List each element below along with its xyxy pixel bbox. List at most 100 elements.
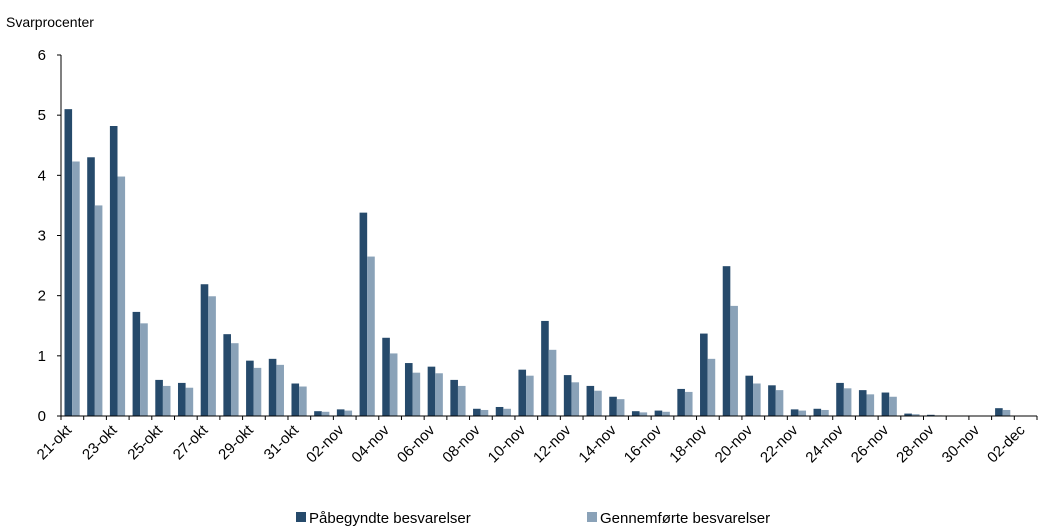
bar-gennemforte [866,394,875,416]
y-tick-label: 6 [38,47,46,64]
legend-swatch-pabegyndte [296,512,306,522]
y-tick-label: 3 [38,228,46,245]
bar-gennemforte [117,176,126,416]
x-tick-label: 12-nov [530,421,575,466]
bar-pabegyndte [790,409,799,416]
bar-pabegyndte [404,363,413,416]
bar-gennemforte [321,411,330,416]
bar-gennemforte [639,412,648,416]
bar-pabegyndte [64,109,73,417]
bar-pabegyndte [132,311,141,416]
bar-pabegyndte [927,414,935,416]
bar-pabegyndte [223,334,231,416]
bar-gennemforte [526,375,534,416]
bar-gennemforte [889,396,897,416]
x-tick-label: 25-okt [124,421,166,463]
x-tick-label: 16-nov [621,421,666,466]
bar-gennemforte [185,387,194,416]
x-tick-label: 20-nov [712,421,757,466]
bar-pabegyndte [654,410,663,416]
y-axis-ticks: 0 1 2 3 4 5 6 [38,47,61,425]
bar-pabegyndte [268,358,277,416]
bar-pabegyndte [427,366,436,416]
bar-pabegyndte [995,408,1003,416]
bars-group [64,109,1011,417]
bar-pabegyndte [518,369,527,416]
bar-pabegyndte [700,333,708,416]
x-tick-label: 08-nov [439,421,484,466]
bar-pabegyndte [563,375,572,416]
bar-gennemforte [753,383,761,416]
bar-gennemforte [299,386,307,416]
bar-gennemforte [208,296,216,416]
bar-gennemforte [140,323,148,416]
y-tick-label: 5 [38,107,46,124]
x-tick-label: 27-okt [170,421,212,463]
y-tick-label: 1 [38,348,46,365]
bar-gennemforte [162,385,171,416]
x-tick-label: 04-nov [348,421,393,466]
bar-pabegyndte [768,385,776,416]
bar-pabegyndte [904,413,912,416]
bar-gennemforte [821,409,829,416]
bar-pabegyndte [246,360,254,416]
y-tick-label: 2 [38,288,46,305]
bar-pabegyndte [631,411,640,416]
x-tick-label: 30-nov [939,421,984,466]
legend-label-pabegyndte: Påbegyndte besvarelser [309,510,471,527]
legend: Påbegyndte besvarelser Gennemførte besva… [296,510,770,527]
bar-pabegyndte [382,337,390,416]
legend-swatch-gennemforte [587,512,597,522]
bar-pabegyndte [745,375,754,416]
bar-pabegyndte [450,379,458,416]
bar-pabegyndte [109,126,118,416]
bar-gennemforte [798,410,807,416]
bar-pabegyndte [473,408,481,416]
y-axis-label: Svarprocenter [6,14,94,30]
bar-gennemforte [480,409,489,416]
x-axis-ticks: 21-okt 23-okt 25-okt 27-okt 29-okt 31-okt 02-n… [34,416,1038,466]
bar-pabegyndte [495,406,504,416]
bar-gennemforte [571,382,580,416]
bar-gennemforte [435,373,443,416]
x-tick-label: 10-nov [485,421,530,466]
x-tick-label: 06-nov [394,421,439,466]
x-tick-label: 24-nov [802,421,847,466]
bar-gennemforte [548,349,557,416]
x-tick-label: 21-okt [34,421,76,463]
bar-pabegyndte [722,266,731,416]
bar-pabegyndte [881,392,890,416]
bar-pabegyndte [155,379,163,416]
bar-gennemforte [707,358,716,416]
y-tick-label: 4 [38,167,46,184]
bar-pabegyndte [813,408,822,416]
bar-pabegyndte [586,385,595,416]
bar-gennemforte [730,305,738,416]
bar-pabegyndte [858,390,867,416]
bar-pabegyndte [541,320,549,416]
x-tick-label: 14-nov [575,421,620,466]
bar-pabegyndte [314,411,322,416]
bar-pabegyndte [336,409,345,416]
x-tick-label: 02-nov [303,421,348,466]
x-tick-label: 26-nov [848,421,893,466]
bar-gennemforte [457,385,466,416]
bar-gennemforte [1002,409,1011,416]
x-tick-label: 22-nov [757,421,802,466]
bar-gennemforte [662,411,670,416]
x-tick-label: 28-nov [893,421,938,466]
bar-pabegyndte [200,284,209,416]
bar-pabegyndte [609,396,617,416]
bar-gennemforte [775,390,784,416]
x-tick-label: 02-dec [984,421,1029,466]
bar-pabegyndte [291,383,300,416]
bar-gennemforte [412,372,421,416]
bar-gennemforte [389,353,398,416]
bar-gennemforte [94,205,103,416]
bar-pabegyndte [87,157,95,416]
x-tick-label: 31-okt [261,421,303,463]
bar-gennemforte [230,343,239,416]
bar-gennemforte [344,410,353,416]
bar-gennemforte [253,367,262,416]
